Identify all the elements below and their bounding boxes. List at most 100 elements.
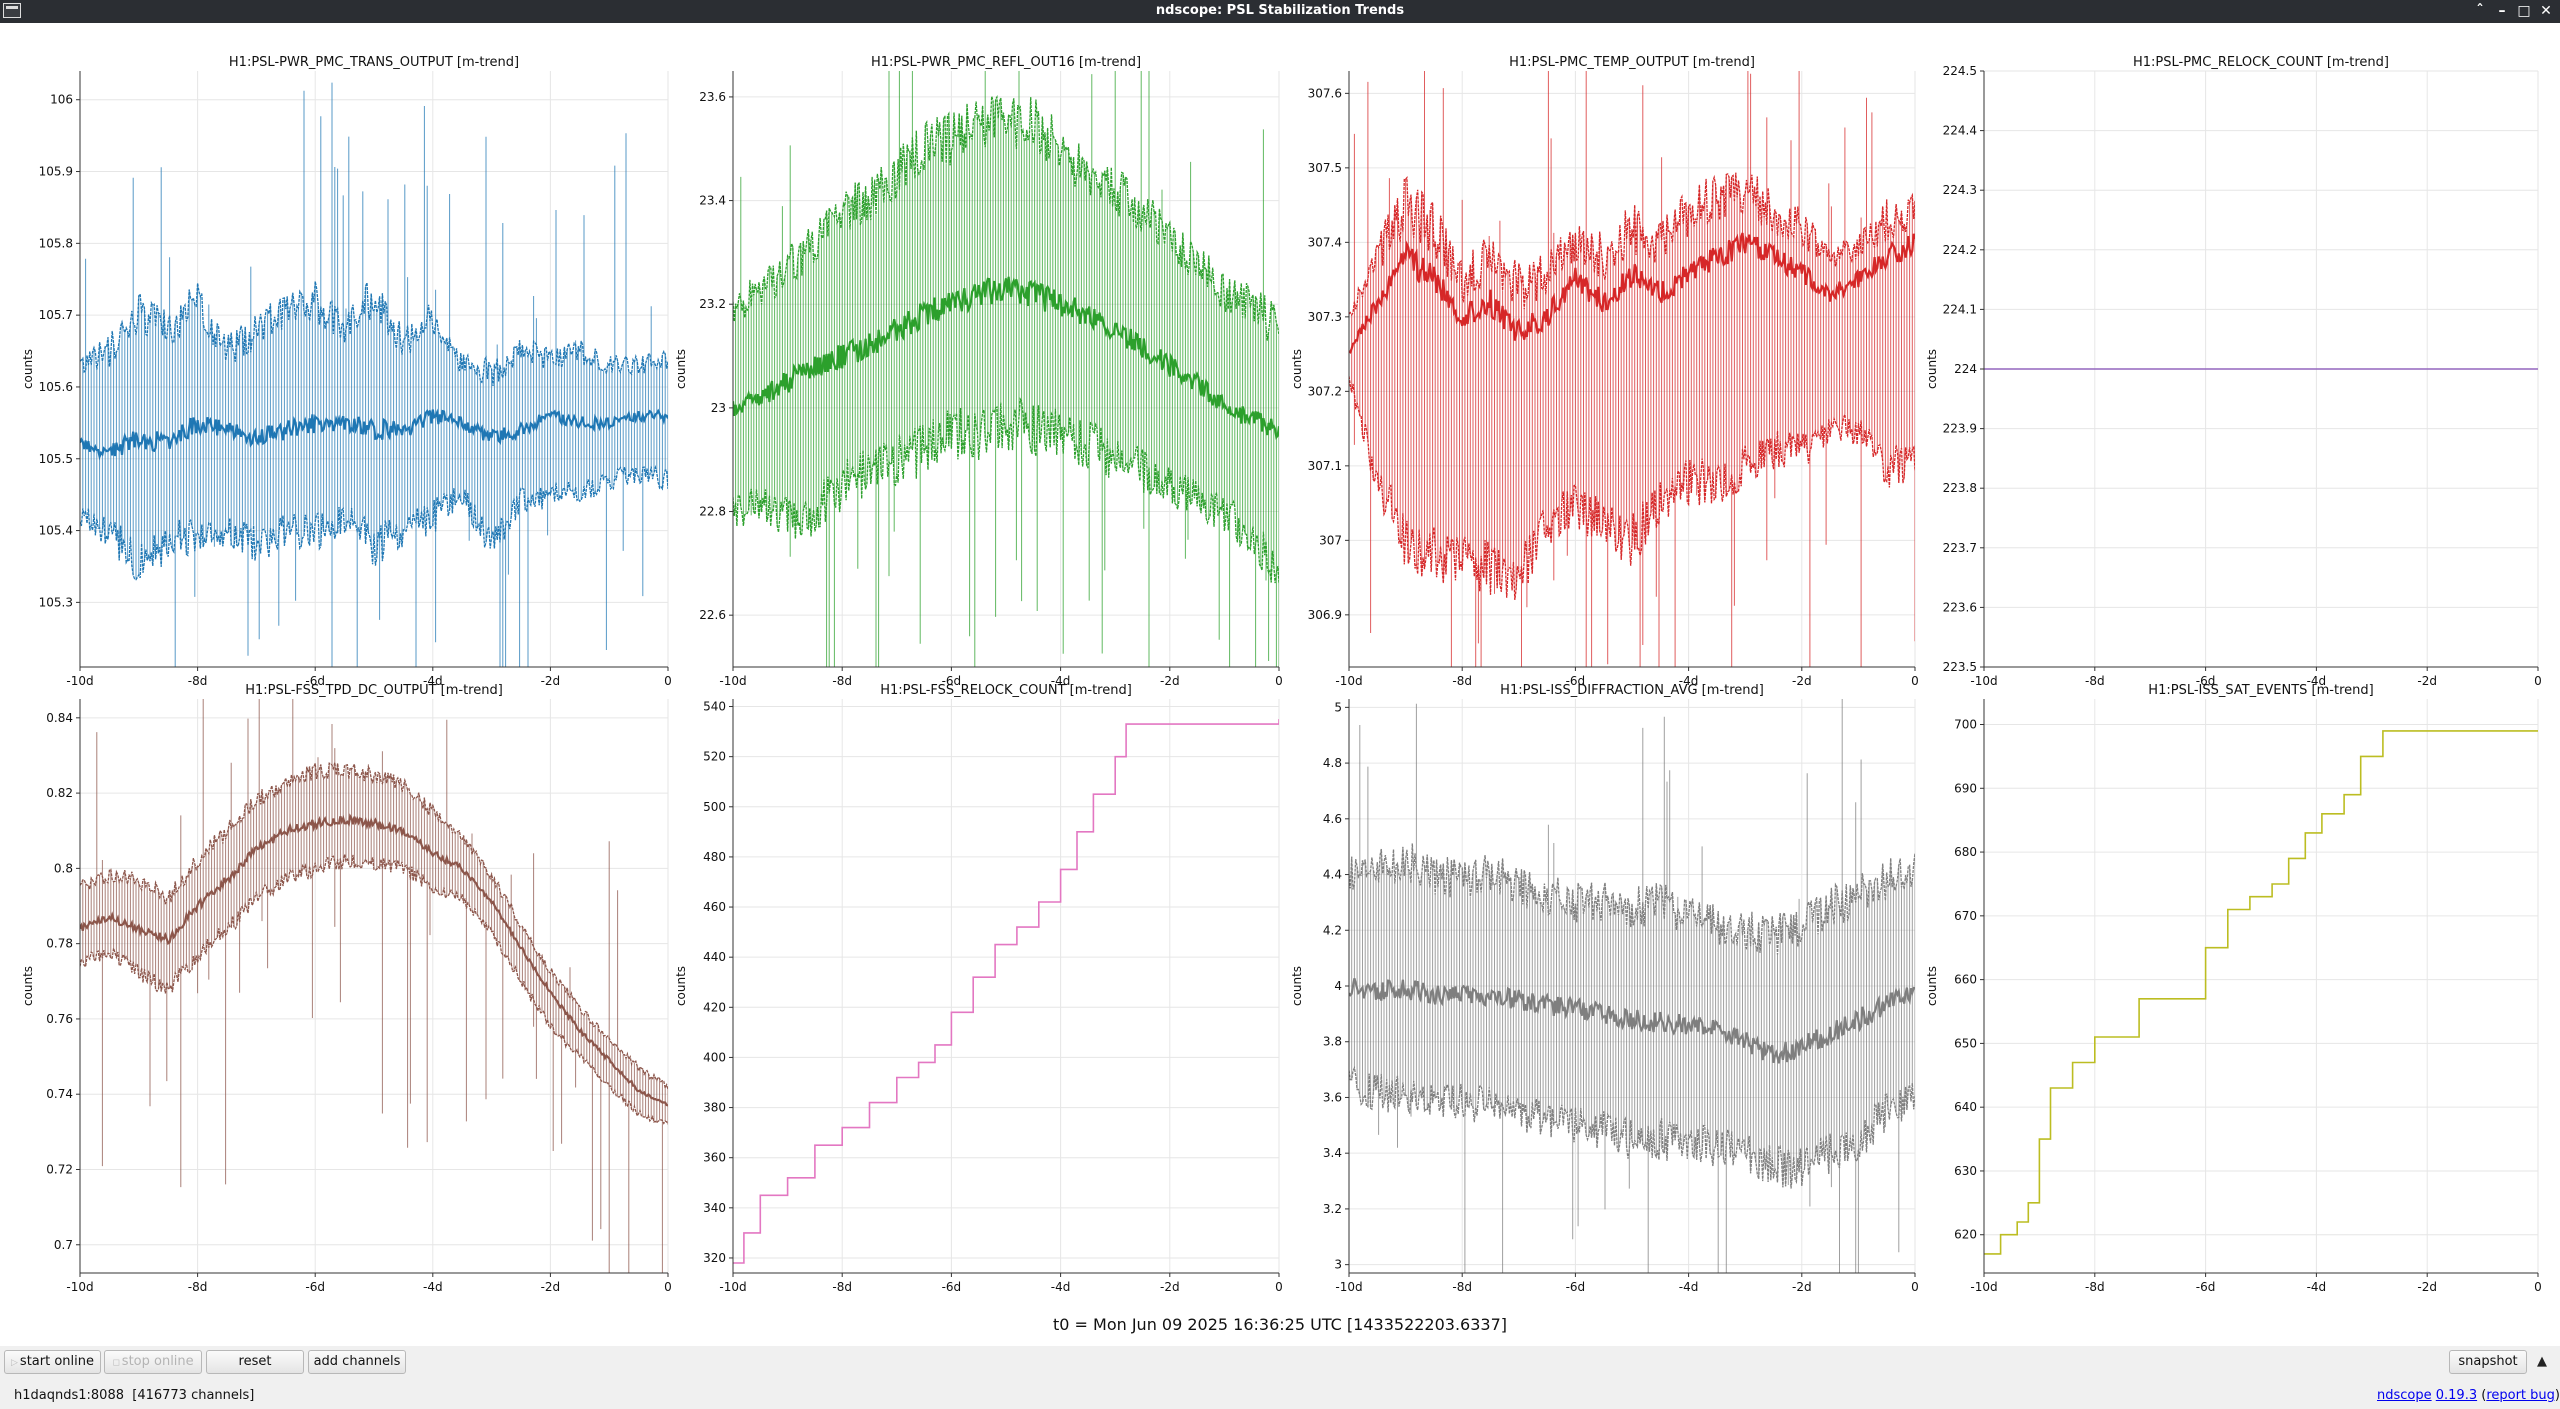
y-tick-label: 4.8	[1323, 756, 1342, 770]
y-tick-label: 307.6	[1308, 86, 1342, 100]
x-tick-label: -8d	[1452, 1280, 1472, 1294]
y-tick-label: 0.74	[46, 1087, 73, 1101]
x-tick-label: -10d	[719, 1280, 746, 1294]
ndscope-link[interactable]: ndscope	[2376, 1388, 2432, 1403]
x-tick-label: -2d	[1160, 1280, 1180, 1294]
y-tick-label: 5	[1334, 700, 1342, 714]
y-tick-label: 23.2	[699, 297, 726, 311]
x-tick-label: 0	[664, 1280, 672, 1294]
y-tick-label: 440	[703, 950, 726, 964]
expand-panel-icon[interactable]: ▲	[2537, 1354, 2547, 1369]
y-tick-label: 23	[711, 401, 726, 415]
plot-8-plot-area[interactable]	[1984, 699, 2538, 1273]
x-tick-label: -10d	[66, 1280, 93, 1294]
start-online-button[interactable]: ▷ start online	[4, 1350, 101, 1374]
plot-3: H1:PSL-PMC_TEMP_OUTPUT [m-trend] 307.6 307…	[1290, 55, 1919, 688]
plot-6: H1:PSL-FSS_RELOCK_COUNT [m-trend] 540 520 5…	[674, 683, 1283, 1294]
y-tick-label: 620	[1954, 1228, 1977, 1242]
plot-3-title: H1:PSL-PMC_TEMP_OUTPUT [m-trend]	[1509, 55, 1755, 70]
plot-6-plot-area[interactable]	[733, 699, 1279, 1273]
y-tick-label: 223.5	[1943, 660, 1977, 674]
x-tick-label: -4d	[1051, 674, 1071, 688]
y-tick-label: 4	[1334, 979, 1342, 993]
close-icon[interactable]: ✕	[2540, 3, 2552, 19]
report-bug-link[interactable]: report bug	[2486, 1388, 2555, 1403]
y-tick-label: 500	[703, 800, 726, 814]
series-min-line	[80, 464, 668, 581]
x-tick-label: -2d	[541, 674, 561, 688]
y-tick-label: 360	[703, 1151, 726, 1165]
y-tick-label: 223.8	[1943, 481, 1977, 495]
add-channels-button[interactable]: add channels	[308, 1350, 406, 1374]
series-min-line	[1349, 376, 1915, 600]
x-tick-label: -4d	[1051, 1280, 1071, 1294]
y-tick-label: 640	[1954, 1100, 1977, 1114]
plot-6-series	[733, 719, 1279, 1264]
start-online-label: start online	[19, 1354, 94, 1369]
y-tick-label: 700	[1954, 718, 1977, 732]
y-tick-label: 680	[1954, 845, 1977, 859]
series-min-line	[1349, 1065, 1915, 1189]
y-tick-label: 520	[703, 750, 726, 764]
plot-8-title: H1:PSL-ISS_SAT_EVENTS [m-trend]	[2148, 683, 2373, 698]
y-tick-label: 3.4	[1323, 1146, 1342, 1160]
x-tick-label: -10d	[1970, 674, 1997, 688]
server-status: h1daqnds1:8088 [416773 channels]	[14, 1388, 255, 1403]
plot-5-plot-area[interactable]	[80, 699, 668, 1273]
window-titlebar: ndscope: PSL Stabilization Trends ˆ – □ …	[0, 0, 2560, 23]
plot-4-plot-area[interactable]	[1984, 71, 2538, 667]
y-tick-label: 650	[1954, 1036, 1977, 1050]
x-tick-label: -6d	[1566, 674, 1586, 688]
maximize-icon[interactable]: □	[2517, 3, 2531, 19]
plot-3-y-label: counts	[1290, 349, 1304, 389]
series-min-line	[80, 854, 668, 1125]
plot-8-series	[1984, 730, 2538, 1255]
series-min-line	[733, 397, 1279, 584]
x-tick-label: -10d	[66, 674, 93, 688]
y-tick-label: 223.9	[1943, 422, 1977, 436]
y-tick-label: 460	[703, 900, 726, 914]
plot-7: H1:PSL-ISS_DIFFRACTION_AVG [m-trend] 5 4.8…	[1290, 683, 1919, 1294]
minimize-icon[interactable]: –	[2498, 3, 2506, 19]
t0-label: t0 = Mon Jun 09 2025 16:36:25 UTC [14335…	[1052, 1315, 1508, 1334]
y-tick-label: 307.4	[1308, 235, 1342, 249]
plot-1: H1:PSL-PWR_PMC_TRANS_OUTPUT [m-trend] 106…	[21, 55, 672, 688]
y-tick-label: 105.8	[39, 236, 73, 250]
x-tick-label: -6d	[305, 1280, 325, 1294]
version-link[interactable]: 0.19.3	[2435, 1388, 2478, 1403]
reset-button[interactable]: reset	[206, 1350, 304, 1374]
plot-7-plot-area[interactable]	[1349, 699, 1915, 1273]
plot-2: H1:PSL-PWR_PMC_REFL_OUT16 [m-trend] 23.6 2…	[674, 55, 1283, 688]
series-max-line	[733, 95, 1279, 341]
app-menu-icon[interactable]	[3, 3, 21, 18]
plot-4-y-label: counts	[1925, 349, 1939, 389]
stop-online-button[interactable]: ◻ stop online	[104, 1350, 202, 1374]
plot-3-plot-area[interactable]	[1349, 71, 1915, 667]
plot-6-y-label: counts	[674, 966, 688, 1006]
y-tick-label: 22.8	[699, 505, 726, 519]
y-tick-label: 4.6	[1323, 812, 1342, 826]
snapshot-button[interactable]: snapshot	[2449, 1350, 2527, 1374]
x-tick-label: -4d	[1679, 674, 1699, 688]
plot-4: H1:PSL-PMC_RELOCK_COUNT [m-trend] 224.5 22…	[1925, 55, 2542, 688]
x-tick-label: -2d	[2417, 674, 2437, 688]
y-tick-label: 660	[1954, 973, 1977, 987]
plot-3-series	[1349, 71, 1915, 667]
plot-7-y-label: counts	[1290, 966, 1304, 1006]
y-tick-label: 4.2	[1323, 923, 1342, 937]
y-tick-label: 0.8	[54, 861, 73, 875]
play-icon: ▷	[11, 1358, 18, 1368]
plot-5-title: H1:PSL-FSS_TPD_DC_OUTPUT [m-trend]	[245, 683, 503, 698]
plot-1-series	[80, 82, 668, 667]
y-tick-label: 105.6	[39, 380, 73, 394]
y-tick-label: 630	[1954, 1164, 1977, 1178]
y-tick-label: 105.3	[39, 595, 73, 609]
chevron-up-icon[interactable]: ˆ	[2476, 3, 2484, 19]
stop-icon: ◻	[112, 1358, 120, 1368]
x-tick-label: -4d	[423, 1280, 443, 1294]
y-tick-label: 480	[703, 850, 726, 864]
plot-2-plot-area[interactable]	[733, 71, 1279, 667]
series-envelope	[1349, 71, 1915, 667]
plot-1-plot-area[interactable]	[80, 71, 668, 667]
series-mean-line	[1349, 978, 1915, 1064]
